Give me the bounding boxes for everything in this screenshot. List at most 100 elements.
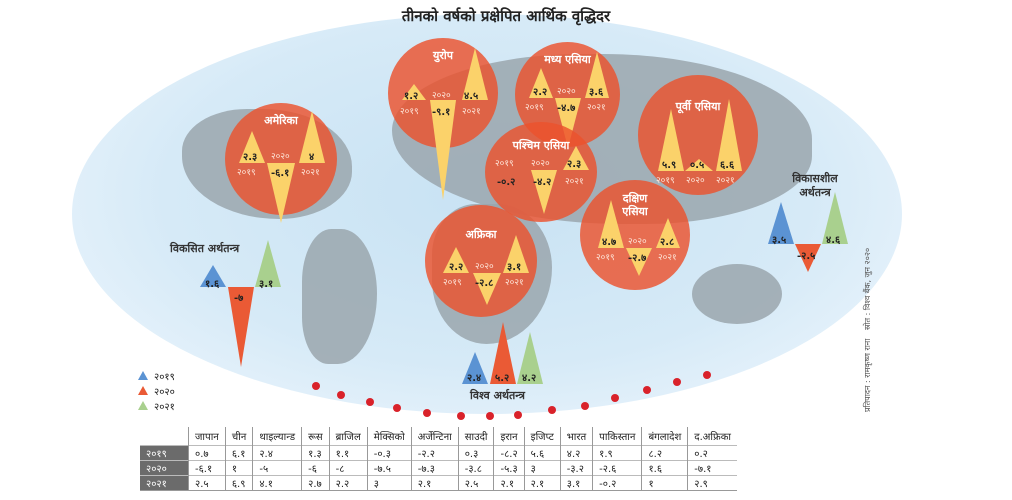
region-label: युरोप xyxy=(433,49,453,62)
bar-2021 xyxy=(585,52,609,98)
cell: २.१ xyxy=(410,475,459,491)
value-2020: -२.७ xyxy=(628,253,647,264)
developing-bar-2019 xyxy=(768,202,794,244)
value-2020: -२.८ xyxy=(475,278,494,289)
cell: -७.५ xyxy=(366,460,412,476)
connector-dot xyxy=(457,412,465,420)
table-header-row: जापान चीन थाइल्यान्ड रूस ब्राजिल मेक्सिक… xyxy=(140,427,737,446)
year-label: २०२१ xyxy=(565,177,584,187)
value-2019: -०.२ xyxy=(497,177,516,188)
legend-label: २०२१ xyxy=(154,401,175,413)
bar-2021 xyxy=(299,111,325,163)
cell: १ xyxy=(641,475,688,491)
cell: ०.३ xyxy=(457,445,494,461)
legend-label: २०१९ xyxy=(154,371,175,383)
credit-note: प्रतिपादन : रामकृष्ण राना xyxy=(863,338,872,412)
cell: १.६ xyxy=(641,460,688,476)
year-label: २०२१ xyxy=(301,168,320,178)
cell: २.५ xyxy=(188,475,226,491)
connector-dot xyxy=(548,406,556,414)
bar-2021 xyxy=(656,218,680,248)
year-label: २०२१ xyxy=(658,253,677,263)
connector-dot xyxy=(366,398,374,406)
cell: -२.२ xyxy=(410,445,459,461)
connector-dot xyxy=(611,394,619,402)
value-2019: ५.९ xyxy=(662,160,677,171)
cell: -३.८ xyxy=(457,460,494,476)
value-2021: २.८ xyxy=(660,237,675,248)
year-label: २०१९ xyxy=(400,107,419,117)
cell: -५.३ xyxy=(493,460,525,476)
bar-2019 xyxy=(443,247,469,273)
bar-2020 xyxy=(473,273,501,305)
cell: ८.२ xyxy=(641,445,688,461)
world-bar-2020 xyxy=(490,322,516,384)
region-label: अफ्रिका xyxy=(465,228,497,241)
year-label: २०२१ xyxy=(505,278,524,288)
region-label: मध्य एसिया xyxy=(544,53,591,66)
value-2020: -६.१ xyxy=(271,168,290,179)
value-2019: २.४ xyxy=(467,373,482,384)
column-header: जापान xyxy=(188,427,226,446)
bar-2019 xyxy=(529,68,553,98)
cell: ०.७ xyxy=(188,445,226,461)
cell: -२.६ xyxy=(592,460,642,476)
region-bubble-south-asia: दक्षिण एसिया ४.७ २०२० २.८ २०१९ -२.७ २०२१ xyxy=(580,180,690,290)
value-2021: ३.६ xyxy=(589,87,604,98)
legend: २०१९ २०२० २०२१ xyxy=(138,368,175,413)
cell: ३ xyxy=(366,475,412,491)
bar-2021 xyxy=(563,146,589,170)
region-bubble-west-asia: पश्चिम एसिया २०१९ २०२० २.३ -०.२ -४.२ २०२… xyxy=(485,122,597,222)
cell: ३ xyxy=(523,460,561,476)
connector-dot xyxy=(581,402,589,410)
bar-2021 xyxy=(503,235,529,273)
year-label: २०१९ xyxy=(525,103,544,113)
legend-item-2019: २०१९ xyxy=(138,368,175,383)
cell: ४.१ xyxy=(252,475,302,491)
year-label: २०१९ xyxy=(596,253,615,263)
bar-2021 xyxy=(462,48,488,100)
bar-2019 xyxy=(658,109,684,171)
region-label: अमेरिका xyxy=(264,114,298,127)
bar-2020 xyxy=(430,100,456,200)
value-2020: ०.५ xyxy=(690,160,705,171)
connector-dot xyxy=(312,382,320,390)
triangle-icon xyxy=(138,401,148,410)
column-header: इरान xyxy=(493,427,525,446)
year-label: २०२० xyxy=(531,159,550,169)
value-2021: २.३ xyxy=(567,159,582,170)
column-header: मेक्सिको xyxy=(366,427,412,446)
corner-cell xyxy=(140,427,189,446)
world-economy-label: विश्व अर्थतन्त्र xyxy=(470,389,525,402)
value-2020: -९.१ xyxy=(432,107,451,118)
value-2021: ४ xyxy=(309,152,315,163)
cell: १.३ xyxy=(301,445,330,461)
value-2020: -४.७ xyxy=(557,103,576,114)
column-header: रूस xyxy=(301,427,330,446)
year-label: २०१९ xyxy=(443,278,462,288)
cell: २.४ xyxy=(252,445,302,461)
cell: ३.१ xyxy=(559,475,593,491)
cell: -७.३ xyxy=(410,460,459,476)
cell: -०.२ xyxy=(592,475,642,491)
region-bubble-america: अमेरिका २.३ २०२० ४ २०१९ -६.१ २०२१ xyxy=(225,103,337,223)
year-label: २०२१ xyxy=(716,176,735,186)
value-2020: -२.५ xyxy=(797,251,816,262)
bar-2020 xyxy=(531,170,557,214)
cell: -८.२ xyxy=(493,445,525,461)
value-2019: १.२ xyxy=(404,91,419,102)
cell: -०.३ xyxy=(366,445,412,461)
bar-2020 xyxy=(685,159,713,171)
developing-bar-2021 xyxy=(822,192,848,244)
connector-dot xyxy=(337,391,345,399)
cell: ६.१ xyxy=(224,445,253,461)
year-label: २०२० xyxy=(475,262,494,272)
cell: -६.१ xyxy=(188,460,226,476)
column-header: चीन xyxy=(224,427,253,446)
table-row: २०२१ २.५ ६.९ ४.१ २.७ २.२ ३ २.१ २.५ २.१ २… xyxy=(140,475,737,491)
year-label: २०२० xyxy=(557,87,576,97)
bar-2020 xyxy=(267,163,295,223)
column-header: अर्जेन्टिना xyxy=(410,427,459,446)
table-row: २०२० -६.१ १ -५ -६ -८ -७.५ -७.३ -३.८ -५.३… xyxy=(140,460,737,476)
bar-2019 xyxy=(239,131,265,163)
